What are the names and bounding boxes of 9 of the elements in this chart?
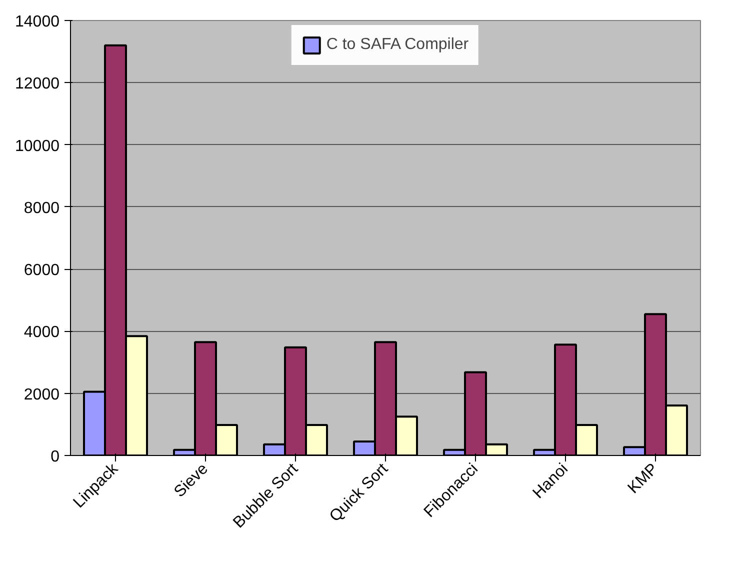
y-tick-label: 10000	[15, 138, 60, 155]
y-tick-label: 14000	[15, 14, 60, 30]
y-tick-label: 0	[50, 448, 60, 466]
y-tick-label: 12000	[15, 76, 60, 93]
y-tick-label: 8000	[24, 200, 60, 217]
y-tick-label: 6000	[24, 262, 60, 280]
y-tick-label: 4000	[24, 324, 60, 342]
legend-label: C to SAFA Compiler	[326, 36, 469, 54]
y-tick-label: 2000	[24, 386, 60, 404]
